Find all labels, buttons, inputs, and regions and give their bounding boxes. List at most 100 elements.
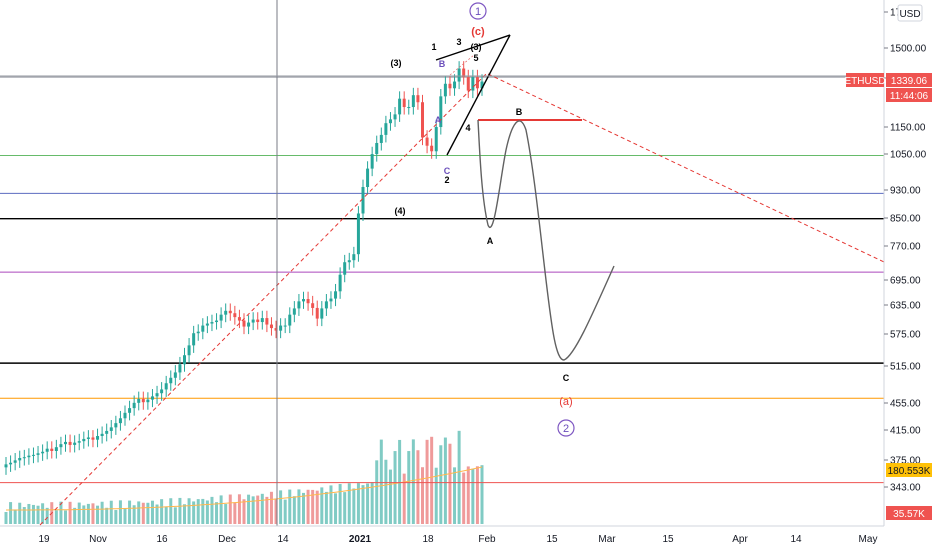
candle xyxy=(86,430,90,447)
candle xyxy=(27,448,31,465)
future-c-label: C xyxy=(563,373,570,383)
price-tick-label: 770.00 xyxy=(890,242,921,253)
candle-body xyxy=(334,291,338,299)
wedge-lower-line xyxy=(446,34,511,156)
candle-body xyxy=(128,408,132,413)
volume-bar xyxy=(86,503,90,524)
volume-bar xyxy=(242,499,246,524)
volume-bar xyxy=(141,502,145,524)
candle-body xyxy=(68,441,72,445)
candle xyxy=(471,69,475,99)
candle-body xyxy=(201,325,205,332)
candle xyxy=(247,315,251,335)
candle-body xyxy=(160,389,164,394)
candle-body xyxy=(443,83,447,97)
time-tick-label: Feb xyxy=(478,534,496,545)
volume-bar xyxy=(192,501,196,524)
volume-bar xyxy=(398,439,402,524)
candle-body xyxy=(187,345,191,356)
volume-bar xyxy=(59,501,63,524)
candle xyxy=(311,295,315,316)
volume-bar xyxy=(233,502,237,524)
candle-body xyxy=(366,168,370,188)
candle-body xyxy=(457,68,461,82)
candle-body xyxy=(416,95,420,103)
candle-body xyxy=(210,322,214,324)
candle xyxy=(242,313,246,335)
volume-bar xyxy=(402,473,406,524)
price-tick-label: 575.00 xyxy=(890,330,921,341)
candle xyxy=(411,87,415,115)
volume-bar xyxy=(219,495,223,524)
candle-body xyxy=(233,313,237,318)
candle-body xyxy=(118,418,122,424)
candle xyxy=(169,370,173,391)
time-tick-label: Dec xyxy=(218,534,236,545)
candle-body xyxy=(393,114,397,120)
volume-bar xyxy=(9,502,13,524)
candle xyxy=(132,395,136,416)
candle-body xyxy=(155,393,159,397)
candle-body xyxy=(82,438,86,442)
countdown-text: 11:44:06 xyxy=(890,91,929,102)
candle-body xyxy=(109,427,113,431)
candle-body xyxy=(86,437,90,439)
candle-body xyxy=(59,444,63,448)
time-axis[interactable]: 19 Nov 16 Dec 14 2021 18 Feb 15 Mar 15 Apr 14 May xyxy=(38,534,877,545)
candle xyxy=(164,375,168,397)
candle xyxy=(210,314,214,332)
currency-button[interactable] xyxy=(897,4,923,22)
volume-bar xyxy=(114,510,118,524)
candle-body xyxy=(164,383,168,390)
volume-bar xyxy=(292,496,296,524)
volume-bar xyxy=(196,499,200,524)
volume-bar xyxy=(329,485,333,524)
candle xyxy=(361,179,365,222)
candle xyxy=(137,391,141,411)
candle-body xyxy=(251,319,255,323)
candle xyxy=(466,69,470,99)
future-b-label: B xyxy=(516,107,523,117)
volume-bar xyxy=(274,498,278,524)
price-tick-label: 695.00 xyxy=(890,276,921,287)
volume-bar xyxy=(283,499,287,524)
volume-bar xyxy=(100,501,104,524)
volume-bar xyxy=(205,500,209,524)
candle-body xyxy=(41,451,45,454)
volume-bar xyxy=(150,500,154,524)
candle xyxy=(82,431,86,449)
candle xyxy=(297,294,301,316)
volume-bar xyxy=(421,467,424,524)
volume-bar xyxy=(118,500,122,524)
candle-body xyxy=(91,437,95,440)
volume-bar xyxy=(430,436,434,524)
volume-bar xyxy=(375,460,379,524)
price-tick-label: 1150.00 xyxy=(890,123,926,134)
candle xyxy=(64,434,67,452)
volume-bar xyxy=(109,500,113,524)
candle xyxy=(434,119,438,159)
price-tick-label: 635.00 xyxy=(890,301,921,312)
volume-bar xyxy=(54,510,58,524)
candle xyxy=(343,254,347,283)
time-tick-label: 15 xyxy=(546,534,558,545)
price-tick-label: 343.00 xyxy=(890,483,921,494)
volume-bar xyxy=(123,507,127,524)
candle-body xyxy=(343,262,347,275)
volume-bar xyxy=(338,484,342,524)
wave-b-purple-label: B xyxy=(439,59,446,69)
candle xyxy=(352,246,356,268)
candle-body xyxy=(150,396,154,400)
wedge-upper-line xyxy=(435,34,511,61)
candle-body xyxy=(375,142,379,155)
price-tick-label: 930.00 xyxy=(890,186,921,197)
candle xyxy=(224,303,228,323)
candle xyxy=(251,312,255,331)
wave-circle-1-ring xyxy=(469,2,487,20)
volume-bar xyxy=(210,496,214,524)
volume-bar xyxy=(105,507,109,524)
candle xyxy=(18,450,22,468)
volume-bar xyxy=(160,499,164,524)
